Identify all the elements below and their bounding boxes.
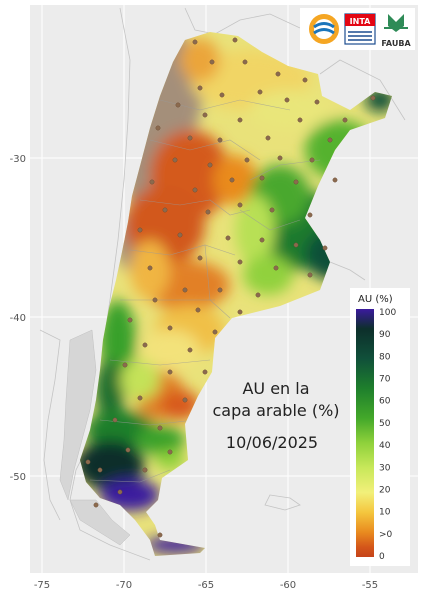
- legend-title: AU (%): [358, 294, 393, 305]
- y-tick: -30: [10, 154, 26, 165]
- inta-logo-text: INTA: [350, 17, 372, 26]
- fauba-logo-text: FAUBA: [381, 39, 411, 48]
- ora-logo: [309, 14, 339, 44]
- legend-colorbar: [356, 309, 374, 557]
- x-tick: -55: [362, 580, 378, 591]
- x-tick: -60: [280, 580, 296, 591]
- map-annotation: AU en la capa arable (%) 10/06/2025: [212, 379, 339, 452]
- x-tick: -65: [198, 580, 214, 591]
- legend-tick-label: 30: [379, 463, 391, 473]
- legend: AU (%) 100 90 80 70 60 50 40 30 20 10 >0 0: [350, 288, 410, 566]
- legend-tick-label: 100: [379, 308, 396, 318]
- annotation-date: 10/06/2025: [226, 433, 318, 452]
- legend-tick-label: 90: [379, 330, 391, 340]
- legend-tick-label: 40: [379, 441, 391, 451]
- y-axis-ticks: -30 -40 -50: [10, 154, 26, 483]
- y-tick: -40: [10, 313, 26, 324]
- station-points: [85, 37, 376, 538]
- legend-tick-label: 0: [379, 552, 385, 562]
- x-axis-ticks: -75 -70 -65 -60 -55: [34, 580, 378, 591]
- legend-tick-label: 50: [379, 419, 391, 429]
- coastline-texture: [59, 329, 131, 546]
- legend-tick-label: 10: [379, 508, 391, 518]
- y-tick: -50: [10, 472, 26, 483]
- legend-tick-label: 20: [379, 485, 391, 495]
- x-tick: -75: [34, 580, 50, 591]
- annotation-line-2: capa arable (%): [212, 401, 339, 420]
- legend-tick-label: >0: [379, 530, 393, 540]
- legend-tick-label: 80: [379, 352, 391, 362]
- logos: INTA FAUBA: [300, 8, 415, 50]
- legend-tick-label: 70: [379, 375, 391, 385]
- legend-tick-labels: 100 90 80 70 60 50 40 30 20 10 >0 0: [379, 308, 396, 562]
- x-tick: -70: [116, 580, 132, 591]
- fauba-logo: FAUBA: [381, 14, 411, 48]
- legend-tick-label: 60: [379, 397, 391, 407]
- annotation-line-1: AU en la: [242, 379, 309, 398]
- inta-logo: INTA: [344, 13, 376, 45]
